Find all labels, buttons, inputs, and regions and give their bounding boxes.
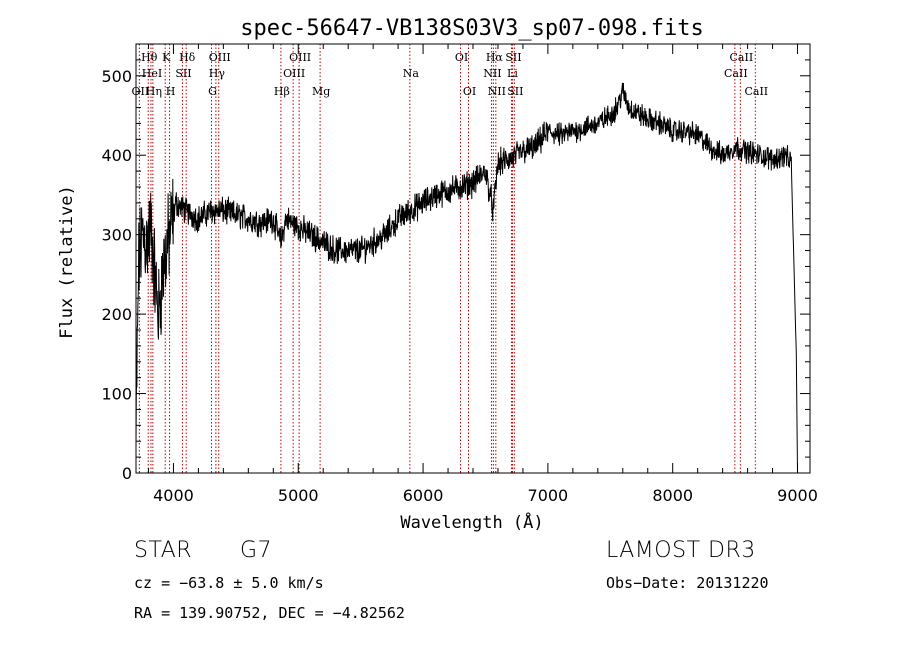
- spectral-line-label: G: [208, 85, 217, 98]
- object-subclass: G7: [240, 538, 273, 563]
- y-axis-label: Flux (relative): [57, 185, 77, 339]
- spectral-line-label: Hβ: [274, 85, 290, 98]
- x-tick-label: 8000: [652, 486, 693, 505]
- spectral-line-label: SII: [505, 51, 521, 64]
- spectral-line-label: H: [166, 85, 176, 98]
- chart-title: spec-56647-VB138S03V3_sp07-098.fits: [240, 16, 704, 41]
- x-axis-label: Wavelength (Å): [400, 511, 543, 533]
- spectral-line-label: CaII: [744, 85, 768, 98]
- redshift-velocity: cz = −63.8 ± 5.0 km/s: [134, 574, 324, 592]
- plot-frame: [135, 43, 811, 474]
- spectral-line-label: Na: [403, 67, 420, 80]
- spectral-line-label: SII: [175, 67, 191, 80]
- spectral-line-label: Hγ: [209, 67, 226, 80]
- x-tick-label: 6000: [403, 486, 444, 505]
- spectral-line-label: Hα: [486, 51, 504, 64]
- spectral-line-label: Li: [507, 67, 518, 80]
- y-tick-label: 200: [101, 305, 132, 324]
- object-class: STAR: [134, 538, 193, 563]
- spectral-line-label: Hδ: [179, 51, 196, 64]
- axis-ticks: 4000 5000 6000 7000 8000 9000 0 100 200 300 400 500: [101, 43, 818, 505]
- x-tick-label: 9000: [777, 486, 818, 505]
- spectral-line-label: OIII: [289, 51, 311, 64]
- y-tick-label: 300: [101, 226, 132, 245]
- spectral-line-label: Hθ: [141, 51, 158, 64]
- spectral-line-label: OI: [463, 85, 476, 98]
- spectral-line-label: Hη: [146, 85, 162, 98]
- x-tick-label: 5000: [278, 486, 319, 505]
- spectral-line-label: NII: [483, 67, 501, 80]
- spectral-line-label: OIII: [209, 51, 231, 64]
- coordinates: RA = 139.90752, DEC = −4.82562: [134, 604, 405, 622]
- spectral-line-label: OI: [455, 51, 468, 64]
- spectrum-series: [135, 82, 798, 474]
- y-tick-label: 400: [101, 146, 132, 165]
- spectral-line-label: NII: [488, 85, 506, 98]
- spectral-line-label: SII: [507, 85, 523, 98]
- spectral-line-label: CaII: [730, 51, 754, 64]
- spectral-line-label: Mg: [312, 85, 330, 98]
- spectral-line-label: CaII: [724, 67, 748, 80]
- x-tick-label: 4000: [153, 486, 194, 505]
- spectral-line-label: K: [162, 51, 171, 64]
- survey-name: LAMOST DR3: [606, 538, 756, 563]
- spectral-line-markers: [138, 44, 756, 473]
- observation-date: Obs−Date: 20131220: [606, 574, 769, 592]
- spectral-line-label: OIII: [283, 67, 305, 80]
- x-tick-label: 7000: [528, 486, 569, 505]
- y-tick-label: 100: [101, 385, 132, 404]
- spectral-line-label: HeI: [142, 67, 162, 80]
- y-tick-label: 500: [101, 67, 132, 86]
- y-tick-label: 0: [122, 464, 132, 483]
